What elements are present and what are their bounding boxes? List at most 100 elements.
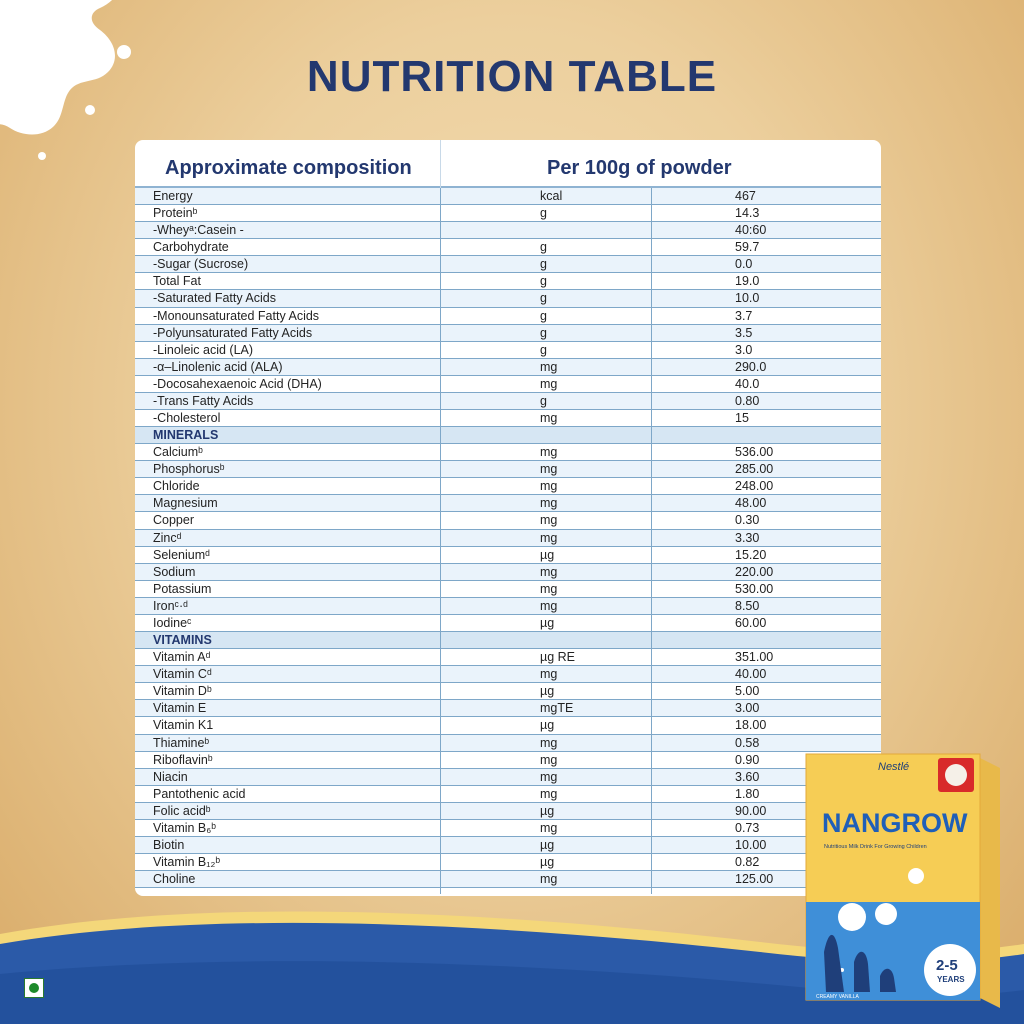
nutrient-unit: mg xyxy=(540,479,558,494)
nutrient-value: 15 xyxy=(735,411,749,426)
column-divider xyxy=(651,188,652,894)
nutrient-unit: mg xyxy=(540,769,558,784)
table-row: -Cholesterol mg 15 xyxy=(135,410,881,428)
table-row: -Saturated Fatty Acids g 10.0 xyxy=(135,290,881,308)
nutrient-unit: g xyxy=(540,291,547,306)
nutrient-value: 3.30 xyxy=(735,530,760,545)
nutrient-value: 8.50 xyxy=(735,598,760,613)
table-row: Chloride mg 248.00 xyxy=(135,478,881,496)
nutrient-value: 467 xyxy=(735,189,756,203)
nutrient-unit: g xyxy=(540,325,547,340)
veg-mark-icon xyxy=(24,978,44,998)
nutrient-value: 536.00 xyxy=(735,445,774,460)
nutrient-name: Chloride xyxy=(153,479,200,494)
table-row: Ironᶜ·ᵈ mg 8.50 xyxy=(135,597,881,615)
nutrient-unit: µg xyxy=(540,684,555,699)
nutrient-name: -Saturated Fatty Acids xyxy=(153,291,276,306)
nutrient-name: Niacin xyxy=(153,769,188,784)
table-header: Approximate composition Per 100g of powd… xyxy=(135,140,881,188)
nutrient-unit: g xyxy=(540,342,547,357)
nutrition-table: Approximate composition Per 100g of powd… xyxy=(135,140,881,896)
table-row: Zincᵈ mg 3.30 xyxy=(135,529,881,547)
nutrient-value: 60.00 xyxy=(735,615,767,630)
nutrient-unit: mg xyxy=(540,581,558,596)
section-row: MINERALS xyxy=(135,427,881,445)
nutrient-value: 40:60 xyxy=(735,223,767,238)
column-header-composition: Approximate composition xyxy=(165,157,412,179)
nutrient-name: Proteinᵇ xyxy=(153,206,198,221)
nutrient-value: 3.7 xyxy=(735,308,753,323)
nutrient-unit: mg xyxy=(540,872,558,887)
nutrient-name: Vitamin E xyxy=(153,701,207,716)
nutrient-value: 3.60 xyxy=(735,769,760,784)
table-row: Seleniumᵈ µg 15.20 xyxy=(135,547,881,564)
nutrient-name: Pantothenic acid xyxy=(153,786,246,801)
nutrient-value: 530.00 xyxy=(735,581,774,596)
nutrient-unit: µg xyxy=(540,718,555,733)
section-row: VITAMINS xyxy=(135,632,881,650)
nutrient-unit: mg xyxy=(540,462,558,477)
table-row: Thiamineᵇ mg 0.58 xyxy=(135,734,881,752)
nutrient-value: 290.0 xyxy=(735,359,767,374)
table-row: -Polyunsaturated Fatty Acids g 3.5 xyxy=(135,324,881,342)
nutrient-value: 3.00 xyxy=(735,701,760,716)
table-row: Calciumᵇ mg 536.00 xyxy=(135,444,881,462)
table-row: Vitamin B₁₂ᵇ µg 0.82 xyxy=(135,854,881,872)
nutrient-value: 48.00 xyxy=(735,496,767,511)
nutrient-name: Magnesium xyxy=(153,496,218,511)
nutrient-name: MINERALS xyxy=(153,428,219,443)
nutrient-name: Ironᶜ·ᵈ xyxy=(153,598,188,613)
table-row: -Wheyᵃ:Casein - 40:60 xyxy=(135,222,881,240)
nutrient-name: Calciumᵇ xyxy=(153,445,203,460)
nutrient-unit: µg xyxy=(540,837,555,852)
table-row: Vitamin B₆ᵇ mg 0.73 xyxy=(135,820,881,837)
nutrient-unit: mg xyxy=(540,359,558,374)
nutrient-unit: µg xyxy=(540,803,555,818)
nutrient-value: 220.00 xyxy=(735,564,774,579)
nutrient-name: Vitamin K1 xyxy=(153,718,214,733)
table-row: Sodium mg 220.00 xyxy=(135,563,881,581)
nutrient-value: 15.20 xyxy=(735,547,767,562)
product-name: NANGROW xyxy=(822,808,968,838)
nutrient-value: 40.00 xyxy=(735,667,767,682)
nutrient-name: Potassium xyxy=(153,581,212,596)
table-row: Magnesium mg 48.00 xyxy=(135,495,881,513)
column-header-per-100g: Per 100g of powder xyxy=(547,157,732,179)
table-row: Energy kcal 467 xyxy=(135,188,881,206)
nutrient-name: Copper xyxy=(153,513,194,528)
nutrient-name: Seleniumᵈ xyxy=(153,547,210,562)
nutrient-value: 0.73 xyxy=(735,820,760,835)
nutrient-unit: g xyxy=(540,257,547,272)
nutrient-value: 351.00 xyxy=(735,650,774,665)
table-row: -α–Linolenic acid (ALA) mg 290.0 xyxy=(135,358,881,376)
nutrient-unit: mg xyxy=(540,752,558,767)
nutrient-value: 18.00 xyxy=(735,718,767,733)
table-row: Pantothenic acid mg 1.80 xyxy=(135,786,881,803)
table-row: Vitamin K1 µg 18.00 xyxy=(135,717,881,735)
nutrient-name: Vitamin Cᵈ xyxy=(153,667,212,682)
product-age: 2-5 xyxy=(936,957,958,974)
nangrow-product-pack: Nestlé NANGROW Nutritious Milk Drink For… xyxy=(805,753,1000,1008)
nutrient-name: Folic acidᵇ xyxy=(153,803,211,818)
nutrient-unit: mg xyxy=(540,820,558,835)
table-row: -Linoleic acid (LA) g 3.0 xyxy=(135,342,881,359)
nutrient-value: 10.00 xyxy=(735,837,767,852)
nutrient-unit: g xyxy=(540,393,547,408)
nutrient-unit: mg xyxy=(540,598,558,613)
nutrient-unit: mg xyxy=(540,786,558,801)
page-title: NUTRITION TABLE xyxy=(306,52,718,101)
nutrient-value: 3.0 xyxy=(735,342,753,357)
nutrient-name: -Trans Fatty Acids xyxy=(153,393,254,408)
nutrient-name: -Sugar (Sucrose) xyxy=(153,257,249,272)
nutrient-name: -Cholesterol xyxy=(153,411,221,426)
nutrient-value: 1.80 xyxy=(735,786,760,801)
nutrient-value: 0.30 xyxy=(735,513,760,528)
nutrient-name: -Polyunsaturated Fatty Acids xyxy=(153,325,313,340)
table-row: -Sugar (Sucrose) g 0.0 xyxy=(135,256,881,274)
nutrient-unit: mg xyxy=(540,411,558,426)
nutrient-unit: g xyxy=(540,206,547,221)
nutrient-value: 90.00 xyxy=(735,803,767,818)
milk-splash-decoration xyxy=(0,0,131,160)
table-row: -Monounsaturated Fatty Acids g 3.7 xyxy=(135,308,881,325)
footer-wave-decoration xyxy=(0,911,1024,1024)
